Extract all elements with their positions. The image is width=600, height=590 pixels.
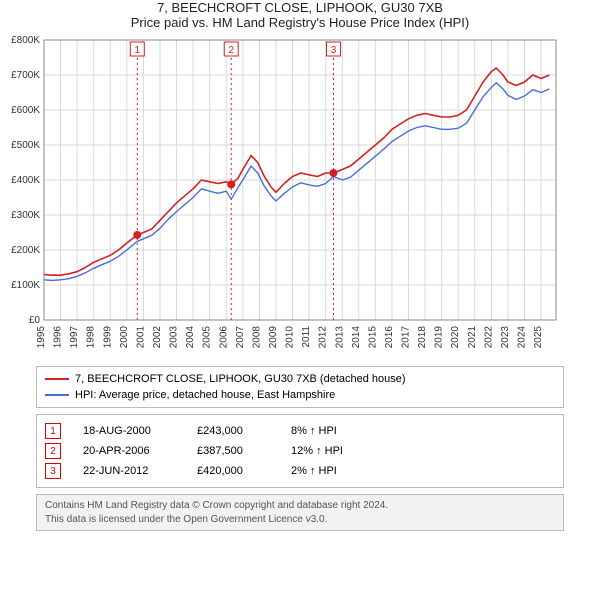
- svg-text:1997: 1997: [69, 326, 80, 349]
- svg-text:2019: 2019: [434, 326, 445, 349]
- svg-text:£400K: £400K: [11, 175, 40, 186]
- svg-text:3: 3: [331, 45, 337, 56]
- svg-text:£300K: £300K: [11, 210, 40, 221]
- svg-text:2006: 2006: [218, 326, 229, 349]
- svg-text:2015: 2015: [367, 326, 378, 349]
- svg-text:2007: 2007: [235, 326, 246, 349]
- event-delta: 2% ↑ HPI: [291, 465, 337, 477]
- chart-title-block: 7, BEECHCROFT CLOSE, LIPHOOK, GU30 7XB P…: [0, 0, 600, 30]
- footer-line: Contains HM Land Registry data © Crown c…: [45, 499, 555, 513]
- event-marker-icon: 3: [45, 463, 61, 479]
- svg-text:2014: 2014: [351, 326, 362, 349]
- svg-text:2001: 2001: [135, 326, 146, 349]
- svg-text:2016: 2016: [384, 326, 395, 349]
- svg-text:1: 1: [135, 45, 141, 56]
- svg-text:2013: 2013: [334, 326, 345, 349]
- svg-text:2003: 2003: [169, 326, 180, 349]
- svg-text:2022: 2022: [483, 326, 494, 349]
- svg-text:£200K: £200K: [11, 245, 40, 256]
- svg-text:1998: 1998: [86, 326, 97, 349]
- legend-swatch: [45, 378, 69, 380]
- svg-text:2012: 2012: [318, 326, 329, 349]
- svg-text:£500K: £500K: [11, 140, 40, 151]
- legend-swatch: [45, 394, 69, 396]
- svg-text:2021: 2021: [467, 326, 478, 349]
- legend: 7, BEECHCROFT CLOSE, LIPHOOK, GU30 7XB (…: [36, 366, 564, 408]
- title-line-2: Price paid vs. HM Land Registry's House …: [0, 15, 600, 30]
- event-date: 20-APR-2006: [83, 445, 175, 457]
- footer-line: This data is licensed under the Open Gov…: [45, 513, 555, 527]
- svg-text:2018: 2018: [417, 326, 428, 349]
- svg-text:2025: 2025: [533, 326, 544, 349]
- svg-text:1996: 1996: [53, 326, 64, 349]
- event-marker-icon: 2: [45, 443, 61, 459]
- svg-text:£700K: £700K: [11, 70, 40, 81]
- svg-text:2024: 2024: [517, 326, 528, 349]
- event-row: 3 22-JUN-2012 £420,000 2% ↑ HPI: [45, 461, 555, 481]
- svg-text:2009: 2009: [268, 326, 279, 349]
- events-table: 1 18-AUG-2000 £243,000 8% ↑ HPI 2 20-APR…: [36, 414, 564, 488]
- event-date: 22-JUN-2012: [83, 465, 175, 477]
- event-price: £387,500: [197, 445, 269, 457]
- title-line-1: 7, BEECHCROFT CLOSE, LIPHOOK, GU30 7XB: [0, 0, 600, 15]
- svg-text:2005: 2005: [202, 326, 213, 349]
- svg-text:£100K: £100K: [11, 280, 40, 291]
- chart-svg: £0 £100K £200K £300K £400K £500K £600K £700K £80…: [0, 30, 560, 360]
- event-date: 18-AUG-2000: [83, 425, 175, 437]
- svg-text:£600K: £600K: [11, 105, 40, 116]
- legend-label: HPI: Average price, detached house, East…: [75, 389, 335, 401]
- svg-text:2: 2: [228, 45, 234, 56]
- svg-text:2004: 2004: [185, 326, 196, 349]
- event-delta: 12% ↑ HPI: [291, 445, 343, 457]
- svg-text:1995: 1995: [36, 326, 47, 349]
- svg-text:1999: 1999: [102, 326, 113, 349]
- svg-text:2017: 2017: [401, 326, 412, 349]
- svg-text:£800K: £800K: [11, 35, 40, 46]
- svg-text:2020: 2020: [450, 326, 461, 349]
- event-marker-icon: 1: [45, 423, 61, 439]
- event-price: £243,000: [197, 425, 269, 437]
- attribution-footer: Contains HM Land Registry data © Crown c…: [36, 494, 564, 531]
- svg-text:2000: 2000: [119, 326, 130, 349]
- svg-text:2023: 2023: [500, 326, 511, 349]
- svg-text:2002: 2002: [152, 326, 163, 349]
- event-price: £420,000: [197, 465, 269, 477]
- chart: £0 £100K £200K £300K £400K £500K £600K £700K £80…: [0, 30, 600, 360]
- event-row: 2 20-APR-2006 £387,500 12% ↑ HPI: [45, 441, 555, 461]
- svg-text:2010: 2010: [285, 326, 296, 349]
- svg-text:2011: 2011: [301, 326, 312, 348]
- event-delta: 8% ↑ HPI: [291, 425, 337, 437]
- legend-row: HPI: Average price, detached house, East…: [45, 387, 555, 403]
- event-row: 1 18-AUG-2000 £243,000 8% ↑ HPI: [45, 421, 555, 441]
- legend-row: 7, BEECHCROFT CLOSE, LIPHOOK, GU30 7XB (…: [45, 371, 555, 387]
- svg-text:2008: 2008: [251, 326, 262, 349]
- svg-text:£0: £0: [29, 315, 41, 326]
- legend-label: 7, BEECHCROFT CLOSE, LIPHOOK, GU30 7XB (…: [75, 373, 406, 385]
